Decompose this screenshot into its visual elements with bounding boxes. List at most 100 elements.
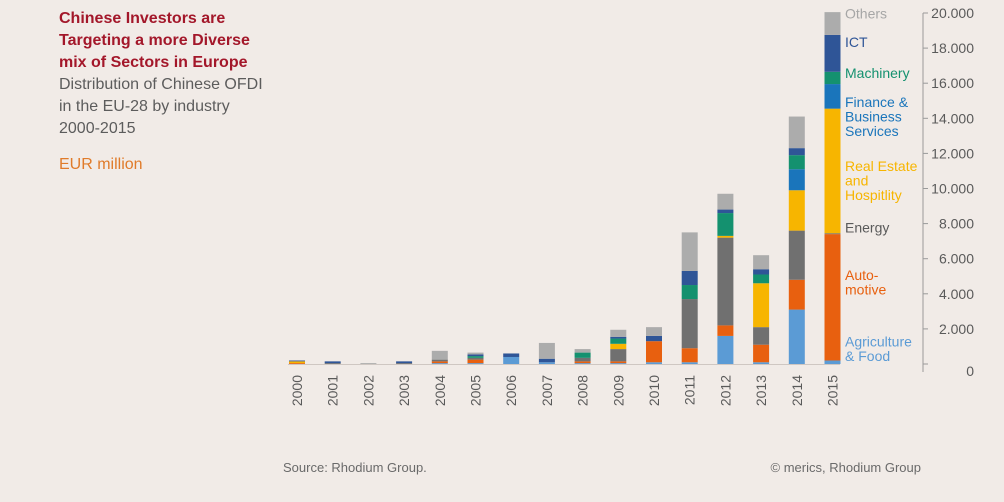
legend-label: Energy [845,219,889,235]
x-tick-label: 2003 [396,375,412,406]
x-tick-label: 2000 [289,375,305,406]
bar-segment [467,356,484,358]
bar-segment [574,349,591,353]
bar-segment [788,169,805,191]
bar-segment [681,285,698,300]
x-tick-label: 2015 [825,375,841,406]
y-tick-label: 10.000 [931,181,974,197]
bar-segment [324,361,341,364]
bar-segment [610,361,627,364]
bar-segment [824,71,841,85]
legend-label-line: Real Estate [845,158,918,174]
legend-label-line: Finance & [845,94,909,110]
bar-segment [717,325,734,336]
x-tick-label: 2011 [682,375,698,405]
bar-segment [824,234,841,361]
x-tick-label: 2012 [717,375,733,406]
bar-segment [753,362,770,364]
y-tick-label: 6.000 [939,251,974,267]
y-tick-label: 12.000 [931,145,974,161]
source-note: Source: Rhodium Group. [283,460,427,475]
y-tick-label: 8.000 [939,216,974,232]
y-tick-label: 4.000 [939,286,974,302]
bar-segment [753,269,770,275]
bar-segment [788,148,805,156]
copyright-note: © merics, Rhodium Group [770,460,921,475]
bar-segment [753,274,770,284]
bar-segment [824,233,841,235]
bar-segment [610,349,627,362]
legend-label-line: Agriculture [845,333,912,349]
y-tick-label: 18.000 [931,40,974,56]
legend-label-line: & Food [845,348,890,364]
x-tick-label: 2006 [503,375,519,406]
bar-segment [788,116,805,149]
bar-segment [574,352,591,358]
bar-segment [681,299,698,349]
chart-title: Chinese Investors are Targeting a more D… [59,10,250,71]
bar-segment [788,155,805,170]
bar-segment [824,360,841,364]
bar-segment [717,209,734,214]
bar-segment [610,338,627,344]
bar-segment [289,361,305,364]
x-tick-label: 2001 [325,375,341,406]
bar-segment [753,344,770,363]
bar-segment [467,354,484,357]
legend-label-line: Business [845,108,902,124]
bar-segment [681,362,698,364]
y-tick-label: 2.000 [939,321,974,337]
bar-segment [467,359,484,364]
bar-segment [431,350,448,360]
bar-segment [824,12,841,35]
x-tick-label: 2010 [646,375,662,406]
bar-segment [289,363,305,364]
bar-segment [610,343,627,350]
x-tick-label: 2007 [539,375,555,406]
bar-segment [717,213,734,236]
bar-segment [646,341,662,363]
bar-segment [753,255,770,270]
bar-segment [538,342,555,359]
bar-segment [681,232,698,271]
x-tick-label: 2008 [575,375,591,406]
bar-segment [574,357,591,362]
bar-segment [396,361,413,364]
bar-segment [646,327,662,336]
y-tick-label: 14.000 [931,110,974,126]
legend-label-line: Services [845,123,899,139]
unit-label: EUR million [59,156,143,173]
bar-segment [681,270,698,286]
x-tick-label: 2009 [610,375,626,406]
legend-label-line: Machinery [845,65,910,81]
bar-segment [646,335,662,342]
legend-label-line: and [845,172,868,188]
bar-segment [431,359,448,362]
bar-segment [431,363,448,364]
bar-segment [289,360,305,362]
legend-label-line: ICT [845,34,868,50]
bar-segment [324,363,341,364]
x-tick-label: 2013 [753,375,769,406]
bar-segment [717,235,734,238]
bar-segment [824,34,841,72]
bar-segment [396,363,413,364]
bar-segment [538,362,555,364]
bar-segment [788,279,805,310]
bar-segment [824,84,841,109]
bar-segment [646,362,662,364]
bar-segment [538,358,555,363]
bar-segment [753,283,770,328]
legend-label-line: Hospitlity [845,187,902,203]
x-tick-label: 2014 [789,375,805,406]
bar-segment [753,327,770,345]
legend-label: Finance & Business Services [845,94,909,139]
bar-segment [574,361,591,364]
bar-segment [788,230,805,280]
legend-label-line: Others [845,5,887,21]
x-tick-label: 2005 [468,375,484,406]
x-tick-label: 2004 [432,375,448,406]
legend-label: Auto-motive [845,267,886,298]
legend-label: ICT [845,34,868,50]
